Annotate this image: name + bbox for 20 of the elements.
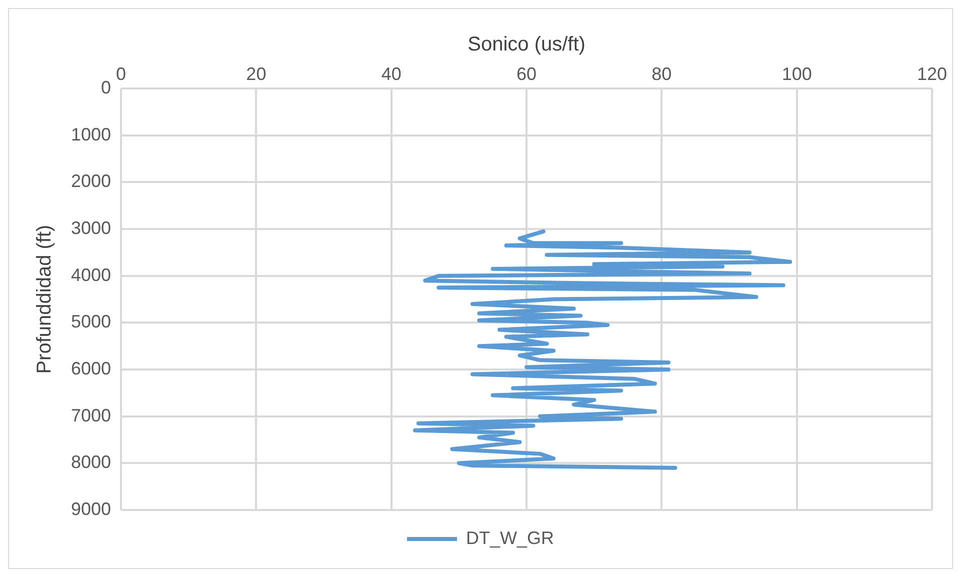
legend-label: DT_W_GR xyxy=(466,528,554,548)
y-tick-label: 7000 xyxy=(70,405,112,426)
x-tick-label: 120 xyxy=(916,64,948,84)
y-tick-label: 5000 xyxy=(70,312,112,332)
y-tick-label: 1000 xyxy=(70,124,112,144)
x-tick-label: 100 xyxy=(782,64,812,84)
x-tick-label: 40 xyxy=(381,64,402,84)
x-tick-label: 0 xyxy=(116,64,126,84)
y-tick-label: 9000 xyxy=(70,498,112,519)
x-axis-title: Sonico (us/ft) xyxy=(468,34,586,56)
y-tick-label: 6000 xyxy=(70,358,112,378)
x-tick-label: 80 xyxy=(652,64,672,84)
y-tick-label: 3000 xyxy=(70,218,112,238)
y-axis-title: Profunddidad (ft) xyxy=(34,224,56,374)
y-tick-label: 0 xyxy=(101,78,112,98)
y-tick-label: 2000 xyxy=(70,171,112,192)
x-tick-label: 20 xyxy=(246,64,266,84)
x-tick-label: 60 xyxy=(516,64,537,84)
y-tick-label: 8000 xyxy=(70,452,112,472)
y-tick-label: 4000 xyxy=(70,264,112,285)
